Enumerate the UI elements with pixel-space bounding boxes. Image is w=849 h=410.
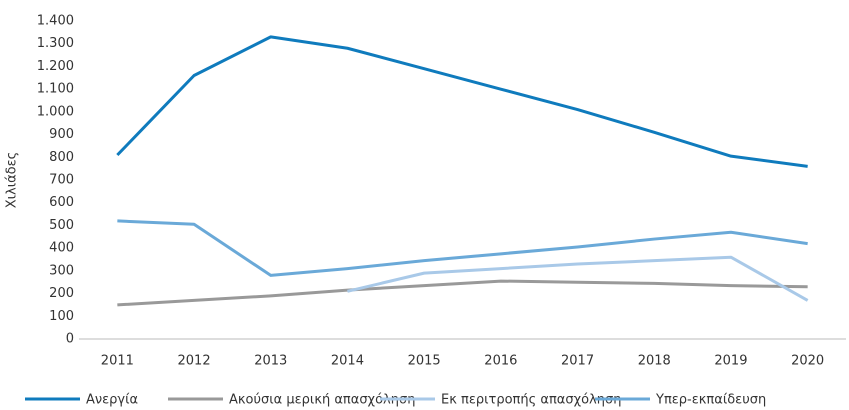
x-tick-label: 2016 (484, 354, 517, 369)
y-tick-label: 300 (49, 263, 74, 278)
y-tick-label: 1.200 (37, 59, 74, 74)
legend-label: Υπερ-εκπαίδευση (655, 393, 766, 408)
series-line (117, 279, 808, 307)
legend-label: Ακούσια μερική απασχόληση (229, 393, 415, 408)
y-tick-label: 1.400 (37, 14, 74, 29)
series-line (116, 35, 808, 168)
x-tick-label: 2011 (101, 354, 134, 369)
x-tick-label: 2017 (561, 354, 594, 369)
x-tick-label: 2014 (331, 354, 364, 369)
legend-label: Ανεργία (86, 393, 138, 408)
y-tick-label: 1.100 (37, 82, 74, 97)
legend-label: Εκ περιτροπής απασχόληση (441, 393, 621, 408)
y-tick-label: 700 (49, 173, 74, 188)
y-tick-label: 200 (49, 286, 74, 301)
y-tick-label: 1.000 (37, 104, 74, 119)
series-line (347, 255, 809, 302)
x-tick-label: 2013 (254, 354, 287, 369)
y-tick-label: 600 (49, 195, 74, 210)
y-tick-label: 900 (49, 127, 74, 142)
y-tick-label: 800 (49, 150, 74, 165)
y-tick-label: 1.300 (37, 36, 74, 51)
y-tick-label: 400 (49, 241, 74, 256)
y-tick-label: 500 (49, 218, 74, 233)
y-tick-label: 0 (66, 332, 74, 347)
x-tick-label: 2012 (178, 354, 211, 369)
y-axis-label: Χιλιάδες (5, 152, 20, 209)
x-tick-label: 2015 (408, 354, 441, 369)
y-tick-label: 100 (49, 309, 74, 324)
x-tick-label: 2020 (791, 354, 824, 369)
series-line (117, 219, 808, 277)
x-tick-label: 2018 (638, 354, 671, 369)
x-tick-label: 2019 (714, 354, 747, 369)
